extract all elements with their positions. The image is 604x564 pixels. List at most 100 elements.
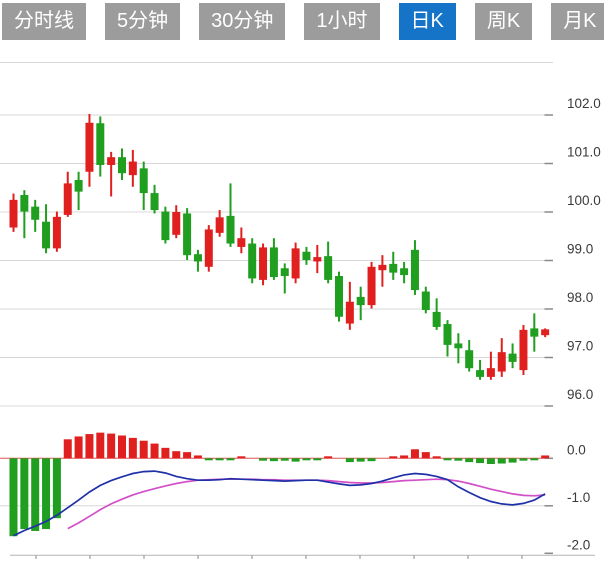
candle-body xyxy=(356,296,365,306)
macd-hist-bar xyxy=(269,458,278,462)
macd-hist-bar xyxy=(42,458,51,530)
tab-daily-k[interactable]: 日K xyxy=(398,3,456,40)
price-axis-label: 99.0 xyxy=(567,242,593,257)
macd-hist-bar xyxy=(530,458,539,461)
dif-line xyxy=(13,470,546,537)
macd-hist-bar xyxy=(226,458,235,461)
macd-hist-bar xyxy=(454,458,463,461)
candle-body xyxy=(389,263,398,273)
candle-body xyxy=(443,324,452,345)
macd-hist-bar xyxy=(519,458,528,461)
macd-hist-bar xyxy=(541,455,550,459)
macd-hist-bar xyxy=(215,458,224,461)
macd-hist-bar xyxy=(400,455,409,459)
candle-body xyxy=(63,183,72,215)
candle-body xyxy=(269,247,278,277)
macd-hist-bar xyxy=(291,458,300,462)
tab-5min[interactable]: 5分钟 xyxy=(105,3,181,40)
price-axis-label: 97.0 xyxy=(567,339,593,354)
tab-timeline[interactable]: 分时线 xyxy=(2,3,86,40)
candle-body xyxy=(215,217,224,233)
candle-body xyxy=(150,193,159,211)
macd-hist-bar xyxy=(486,458,495,464)
candle-body xyxy=(161,211,170,241)
candle-body xyxy=(107,157,116,165)
macd-hist-bar xyxy=(20,458,29,530)
macd-hist-bar xyxy=(508,458,517,463)
macd-hist-bar xyxy=(389,456,398,459)
candle-body xyxy=(400,268,409,276)
macd-hist-bar xyxy=(367,458,376,462)
macd-hist-bar xyxy=(476,458,485,464)
candle-body xyxy=(378,264,387,271)
tab-1hour[interactable]: 1小时 xyxy=(304,3,380,40)
tab-monthly-k[interactable]: 月K xyxy=(551,3,604,40)
candle-body xyxy=(497,352,506,372)
price-axis-label: 100.0 xyxy=(567,193,601,208)
macd-hist-bar xyxy=(259,458,268,461)
candle-body xyxy=(508,353,517,362)
macd-hist-bar xyxy=(421,452,430,459)
candle-body xyxy=(204,229,213,267)
candle-body xyxy=(530,328,539,337)
candle-body xyxy=(20,195,29,212)
candle-body xyxy=(324,256,333,280)
macd-hist-bar xyxy=(183,452,192,459)
macd-hist-bar xyxy=(161,447,170,459)
macd-hist-bar xyxy=(280,458,289,461)
candle-body xyxy=(248,243,257,279)
tab-30min[interactable]: 30分钟 xyxy=(199,3,286,40)
candle-body xyxy=(313,257,322,262)
macd-hist-bar xyxy=(172,451,181,459)
macd-hist-bar xyxy=(139,440,148,459)
macd-hist-bar xyxy=(9,458,18,537)
candle-body xyxy=(183,213,192,256)
candle-body xyxy=(237,238,246,247)
macd-hist-bar xyxy=(52,458,61,519)
macd-hist-bar xyxy=(96,432,105,459)
macd-hist-bar xyxy=(443,458,452,461)
candle-body xyxy=(96,123,105,165)
dea-line xyxy=(67,478,546,530)
candle-body xyxy=(291,248,300,279)
macd-hist-bar xyxy=(107,433,116,459)
price-axis-label: 102.0 xyxy=(567,96,601,111)
candle-body xyxy=(31,206,40,220)
candle-body xyxy=(85,122,94,172)
macd-hist-bar xyxy=(302,458,311,461)
candle-body xyxy=(52,216,61,249)
macd-axis-label: -1.0 xyxy=(567,490,590,505)
candle-body xyxy=(128,161,137,176)
macd-hist-bar xyxy=(410,449,419,459)
macd-hist-bar xyxy=(63,439,72,459)
candle-body xyxy=(226,215,235,244)
macd-hist-bar xyxy=(356,458,365,462)
macd-hist-bar xyxy=(324,456,333,459)
candle-body xyxy=(541,329,550,336)
macd-hist-bar xyxy=(193,455,202,459)
macd-hist-bar xyxy=(432,456,441,459)
candle-body xyxy=(335,276,343,317)
candle-body xyxy=(421,291,430,310)
candle-body xyxy=(465,350,474,369)
macd-hist-bar xyxy=(345,458,354,463)
macd-hist-bar xyxy=(465,458,474,463)
candle-body xyxy=(302,251,311,261)
candle-body xyxy=(345,301,354,324)
macd-hist-bar xyxy=(118,435,126,459)
candle-body xyxy=(259,247,268,280)
candle-body xyxy=(280,268,289,277)
candle-body xyxy=(193,254,202,262)
macd-hist-bar xyxy=(150,443,159,459)
price-axis-label: 98.0 xyxy=(567,290,593,305)
candle-body xyxy=(432,311,441,327)
timeframe-tabbar: 分时线 5分钟 30分钟 1小时 日K 周K 月K xyxy=(2,3,604,40)
macd-hist-bar xyxy=(237,456,246,459)
candle-body xyxy=(172,212,181,235)
price-axis-label: 96.0 xyxy=(567,387,593,402)
macd-hist-bar xyxy=(497,458,506,464)
candle-body xyxy=(410,249,419,291)
tab-weekly-k[interactable]: 周K xyxy=(474,3,533,40)
